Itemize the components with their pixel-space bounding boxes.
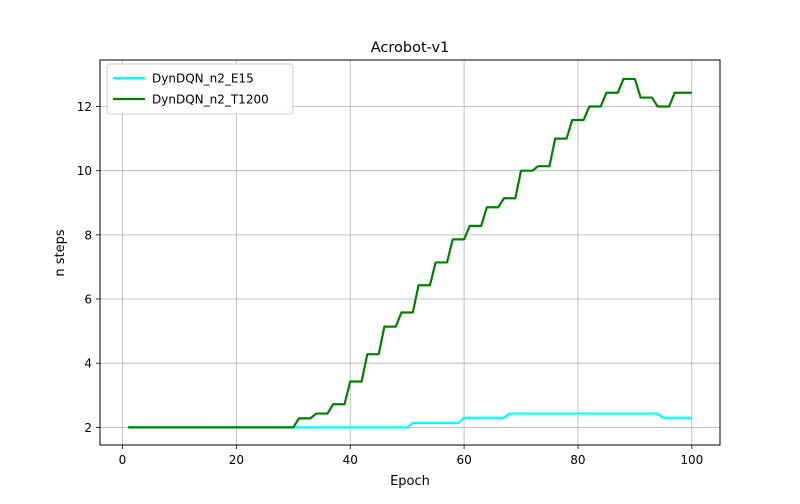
legend-box (106, 63, 294, 115)
y-tick-label: 10 (77, 164, 92, 178)
x-axis-label: Epoch (390, 474, 430, 489)
x-tick-label: 80 (570, 453, 585, 467)
x-tick-label: 100 (680, 453, 703, 467)
y-tick-label: 2 (84, 421, 92, 435)
y-tick-label: 6 (84, 293, 92, 307)
x-axis-ticks: 0 20 40 60 80 100 (119, 445, 703, 467)
legend-label: DynDQN_n2_T1200 (152, 93, 269, 107)
series-line-1 (128, 77, 692, 429)
y-tick-label: 12 (77, 100, 92, 114)
y-axis-ticks: 2 4 6 8 10 12 (77, 100, 100, 435)
y-tick-label: 8 (84, 228, 92, 242)
x-tick-label: 0 (119, 453, 127, 467)
grid-lines (100, 60, 720, 445)
x-tick-label: 60 (456, 453, 471, 467)
chart-title: Acrobot-v1 (371, 40, 450, 56)
legend-label: DynDQN_n2_E15 (152, 72, 254, 86)
legend: DynDQN_n2_E15 DynDQN_n2_T1200 (106, 63, 294, 115)
y-axis-label: n steps (53, 229, 68, 276)
x-tick-label: 20 (229, 453, 244, 467)
x-tick-label: 40 (343, 453, 358, 467)
y-tick-label: 4 (84, 357, 92, 371)
series-line-0 (128, 412, 692, 429)
series-lines (128, 77, 692, 429)
plot-frame (99, 59, 721, 446)
